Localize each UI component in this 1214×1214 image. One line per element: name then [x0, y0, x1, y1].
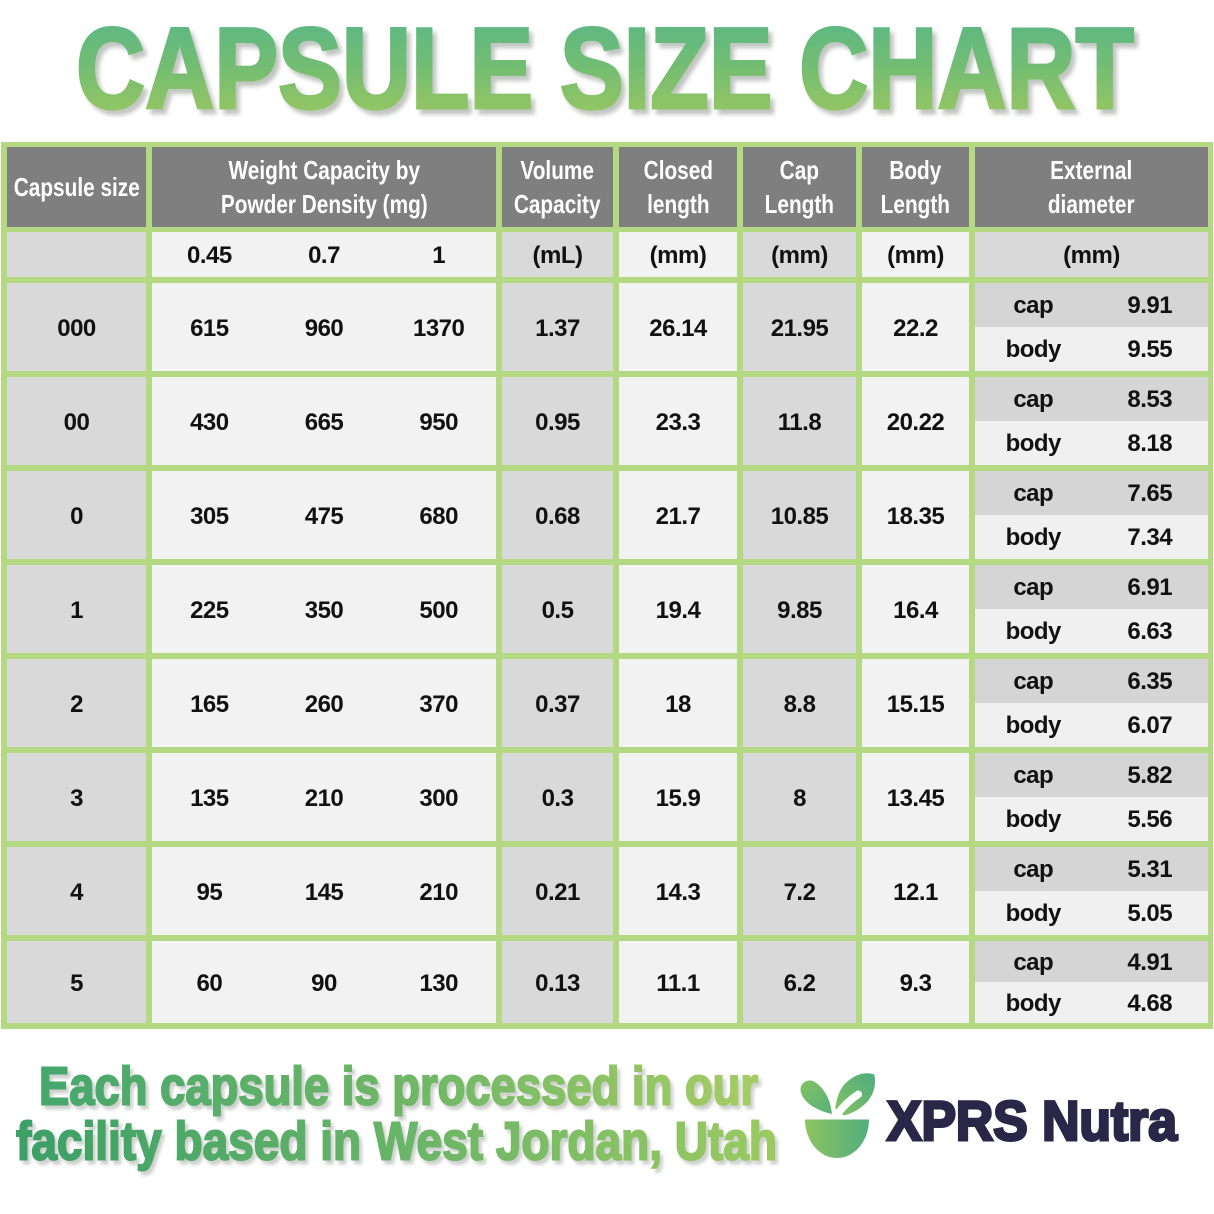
svg-text:CAPSULE SIZE CHART: CAPSULE SIZE CHART — [80, 10, 1138, 138]
svg-text:Each capsule is processed in o: Each capsule is processed in our — [39, 1057, 758, 1117]
svg-text:XPRS Nutra: XPRS Nutra — [887, 1089, 1178, 1152]
svg-text:facility based in West Jordan,: facility based in West Jordan, Utah — [19, 1116, 780, 1176]
svg-text:facility based in West Jordan,: facility based in West Jordan, Utah — [16, 1112, 777, 1172]
svg-text:CAPSULE SIZE CHART: CAPSULE SIZE CHART — [76, 5, 1134, 133]
svg-text:Each capsule is processed in o: Each capsule is processed in our — [42, 1061, 761, 1121]
